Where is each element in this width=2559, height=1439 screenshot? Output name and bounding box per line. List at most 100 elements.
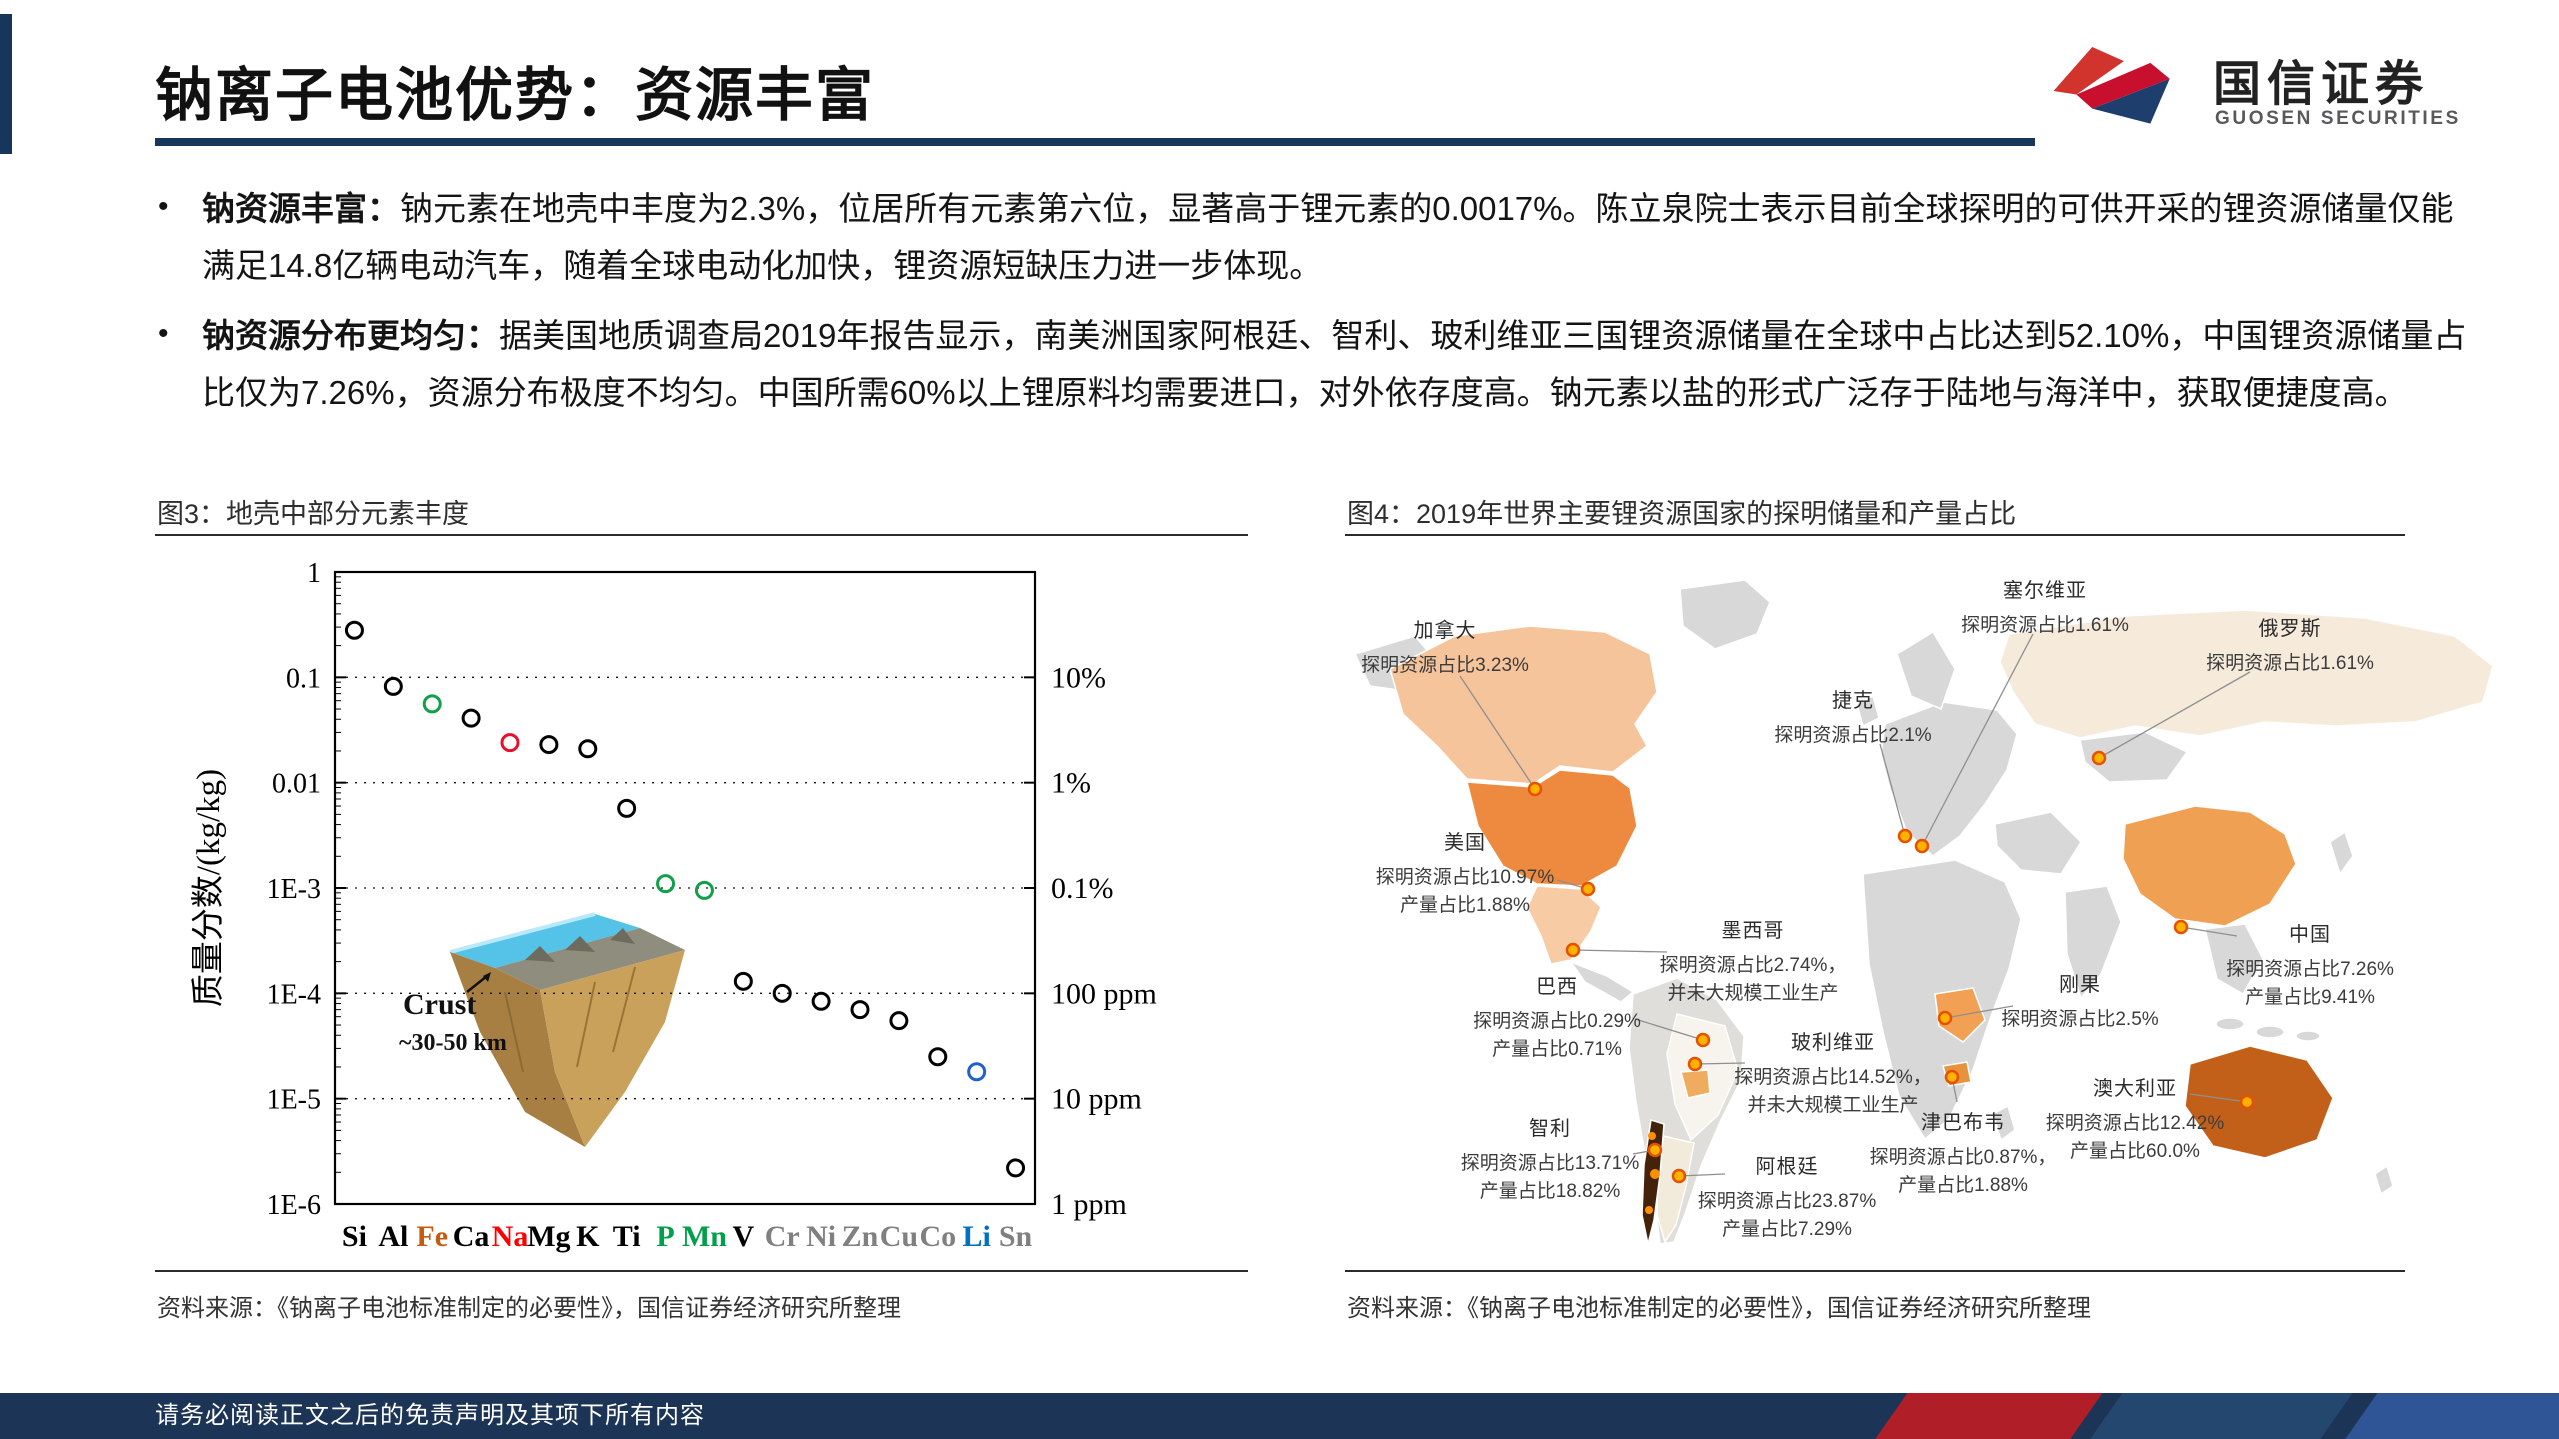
logo-text-cn: 国信证券 (2213, 58, 2430, 111)
right-axis-label: 10% (1051, 661, 1106, 694)
figure3-scatter-chart: 质量分数/(kg/kg) Crust ~30-50 km 1 0.1 0.01 1E-… (190, 558, 1157, 1253)
right-axis-label: 0.1% (1051, 872, 1114, 905)
map-region-greenland (1679, 579, 1771, 650)
map-region-bolivia (1680, 1069, 1711, 1099)
bullet-text: 钠资源分布更均匀：据美国地质调查局2019年报告显示，南美洲国家阿根廷、智利、玻… (150, 307, 2480, 421)
figure4-source: 资料来源：《钠离子电池标准制定的必要性》，国信证券经济研究所整理 (1347, 1295, 2091, 1322)
map-dot-墨西哥 (1565, 942, 1581, 958)
x-label-Sn: Sn (999, 1220, 1033, 1253)
crust-depth-label: ~30-50 km (399, 1030, 507, 1056)
y-tick-label: 1E-4 (267, 979, 321, 1010)
chile-brine-spots (1645, 1132, 1660, 1214)
figure4-world-map: 加拿大 探明资源占比3.23% 美国 探明资源占比10.97% 产量占比1.88% 墨西哥… (1345, 574, 2510, 1254)
bullet-lead: 钠资源分布更均匀： (202, 317, 499, 354)
figure4-source-rule (1345, 1270, 2405, 1272)
bullet-sodium-abundant: • 钠资源丰富：钠元素在地壳中丰度为2.3%，位居所有元素第六位，显著高于锂元素… (150, 180, 2480, 294)
point-P (656, 874, 676, 894)
map-region-scandinavia (1896, 630, 1956, 711)
y-tick-label: 1E-3 (267, 874, 321, 905)
bullet-marker: • (158, 317, 169, 350)
map-region-japan (2329, 830, 2354, 876)
y-tick-label: 1E-6 (267, 1190, 321, 1221)
map-region-indonesia (2215, 1017, 2245, 1031)
bullet-body: 钠元素在地壳中丰度为2.3%，位居所有元素第六位，显著高于锂元素的0.0017%… (202, 190, 2454, 284)
title-underline (155, 138, 2035, 146)
leader-line-阿根廷 (1678, 1173, 1726, 1177)
x-label-K: K (576, 1220, 600, 1253)
map-region-new-zealand (2374, 1164, 2394, 1196)
map-region-central-america (1568, 960, 1635, 1003)
point-Na (500, 733, 520, 753)
map-region-madagascar (1992, 1104, 2016, 1142)
crust-label: Crust (403, 988, 476, 1021)
point-Ca (461, 708, 481, 728)
x-label-Na: Na (492, 1220, 529, 1253)
figure3-source: 资料来源：《钠离子电池标准制定的必要性》，国信证券经济研究所整理 (157, 1295, 901, 1322)
map-dot-塞尔维亚 (1914, 838, 1930, 854)
point-Zn (850, 1000, 870, 1020)
leader-line-捷克 (1879, 743, 1906, 837)
map-dot-俄罗斯 (2091, 750, 2107, 766)
bullet-lead: 钠资源丰富： (202, 190, 400, 227)
x-label-Ti: Ti (613, 1220, 641, 1253)
map-dot-智利 (1647, 1142, 1663, 1158)
map-dot-美国 (1580, 881, 1596, 897)
leader-line-加拿大 (1459, 675, 1536, 790)
leader-line-塞尔维亚 (1921, 633, 2034, 847)
x-label-V: V (732, 1220, 754, 1253)
map-region-indonesia (2295, 1030, 2321, 1042)
footer-disclaimer: 请务必阅读正文之后的免责声明及其项下所有内容 (155, 1402, 705, 1429)
point-Ti (617, 798, 637, 818)
bullet-body: 据美国地质调查局2019年报告显示，南美洲国家阿根廷、智利、玻利维亚三国锂资源储… (202, 317, 2467, 411)
map-region-australia (2184, 1045, 2334, 1159)
x-label-Li: Li (962, 1220, 990, 1253)
figure4-caption: 图4：2019年世界主要锂资源国家的探明储量和产量占比 (1347, 499, 2017, 529)
footer-deco-mid (2080, 1393, 2360, 1439)
y-tick-label: 1E-5 (267, 1085, 321, 1116)
point-Cu (889, 1011, 909, 1031)
bullet-marker: • (158, 190, 169, 223)
point-Sn (1006, 1158, 1026, 1178)
x-label-Ca: Ca (453, 1220, 490, 1253)
map-dot-捷克 (1897, 828, 1913, 844)
map-region-china (2122, 805, 2297, 927)
map-region-middle-east (1994, 811, 2082, 875)
map-dot-澳大利亚 (2239, 1094, 2255, 1110)
footer-deco-blue (2335, 1393, 2559, 1439)
map-region-uk (1856, 694, 1880, 728)
figure3-caption: 图3：地壳中部分元素丰度 (157, 499, 470, 529)
map-region-usa (1466, 769, 1638, 887)
map-dot-刚果 (1937, 1010, 1953, 1026)
point-Ni (811, 991, 831, 1011)
figure3-source-rule (155, 1270, 1248, 1272)
world-map-art (1353, 579, 2494, 1245)
crust-inset-illustration: Crust ~30-50 km (399, 912, 685, 1147)
point-Fe (422, 694, 442, 714)
map-region-southeast-asia (2204, 923, 2264, 996)
leader-line-澳大利亚 (2189, 1093, 2248, 1103)
point-V (733, 971, 753, 991)
bullet-sodium-distribution: • 钠资源分布更均匀：据美国地质调查局2019年报告显示，南美洲国家阿根廷、智利… (150, 307, 2480, 421)
point-Mn (694, 880, 714, 900)
figure3-caption-rule (155, 534, 1248, 536)
right-axis-label: 1% (1051, 767, 1091, 800)
map-dot-中国 (2173, 919, 2189, 935)
leader-line-俄罗斯 (2098, 671, 2251, 759)
plot-border (333, 570, 1037, 1206)
x-label-Mn: Mn (682, 1220, 727, 1253)
footer-deco-red (1865, 1393, 2110, 1439)
logo-mark-icon (2053, 47, 2170, 124)
map-region-canada (1389, 625, 1658, 785)
footer-bar: 请务必阅读正文之后的免责声明及其项下所有内容 (0, 1393, 2559, 1439)
page-title: 钠离子电池优势：资源丰富 (155, 63, 876, 128)
left-accent-bar (0, 14, 12, 154)
leader-line-墨西哥 (1572, 949, 1668, 953)
x-label-P: P (656, 1220, 674, 1253)
map-dot-津巴布韦 (1944, 1069, 1960, 1085)
map-overlay (1459, 633, 2255, 1184)
x-label-Cu: Cu (880, 1220, 918, 1253)
y-tick-label: 0.01 (272, 769, 321, 800)
point-Mg (539, 735, 559, 755)
map-region-europe (1880, 701, 2018, 857)
